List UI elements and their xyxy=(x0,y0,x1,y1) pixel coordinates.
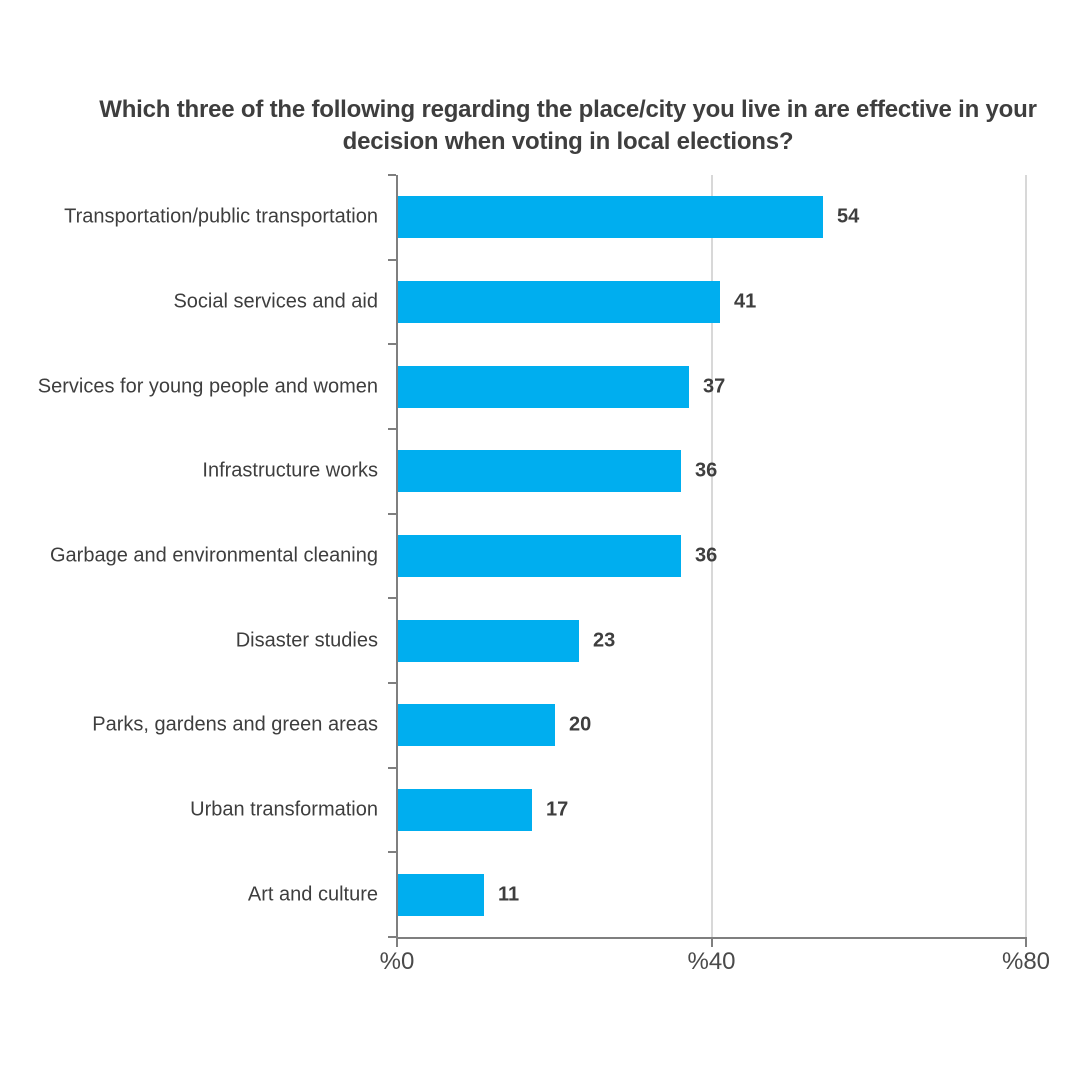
value-label: 23 xyxy=(593,629,616,652)
value-label: 17 xyxy=(546,798,569,821)
y-axis-line xyxy=(396,175,398,937)
x-axis-line xyxy=(396,937,1027,939)
value-label: 41 xyxy=(734,290,757,313)
y-axis-tick xyxy=(388,513,396,515)
x-tick-label: %40 xyxy=(687,948,736,975)
category-label: Transportation/public transportation xyxy=(64,205,378,228)
y-axis-tick xyxy=(388,851,396,853)
category-label: Infrastructure works xyxy=(202,459,378,482)
y-axis-tick xyxy=(388,682,396,684)
x-axis-tick xyxy=(396,939,398,947)
category-label: Urban transformation xyxy=(190,798,378,821)
value-label: 54 xyxy=(837,205,860,228)
bar-5 xyxy=(398,535,681,577)
category-label: Disaster studies xyxy=(235,629,378,652)
bar-6 xyxy=(398,620,579,662)
category-label: Services for young people and women xyxy=(37,375,378,398)
bar-7 xyxy=(398,704,555,746)
gridline xyxy=(710,175,713,937)
x-tick-label: %0 xyxy=(379,948,415,975)
y-axis-tick xyxy=(388,259,396,261)
bar-8 xyxy=(398,789,532,831)
bar-1 xyxy=(398,196,823,238)
y-axis-tick xyxy=(388,428,396,430)
category-label: Parks, gardens and green areas xyxy=(92,713,378,736)
x-axis-tick xyxy=(710,939,713,947)
bar-2 xyxy=(398,281,720,323)
gridline xyxy=(1025,175,1027,937)
bar-4 xyxy=(398,450,681,492)
value-label: 37 xyxy=(703,375,726,398)
chart-title: Which three of the following regarding t… xyxy=(99,96,1037,156)
bar-3 xyxy=(398,366,689,408)
category-axis-labels: Transportation/public transportation Soci… xyxy=(0,175,378,937)
plot-area: 54 41 37 36 36 23 20 17 11 xyxy=(388,174,1027,947)
y-axis-tick xyxy=(388,597,396,599)
category-label: Garbage and environmental cleaning xyxy=(50,544,378,567)
y-axis-tick xyxy=(388,343,396,345)
x-tick-label: %80 xyxy=(1001,948,1051,975)
category-label: Art and culture xyxy=(247,883,378,906)
value-label: 11 xyxy=(498,883,520,906)
x-axis-tick-labels: %0 %40 %80 xyxy=(380,948,1050,978)
category-label: Social services and aid xyxy=(173,290,378,313)
value-label: 36 xyxy=(695,459,718,482)
bar-9 xyxy=(398,874,484,916)
y-axis-tick xyxy=(388,767,396,769)
value-label: 36 xyxy=(695,544,718,567)
x-axis-tick xyxy=(1025,939,1027,947)
y-axis-tick xyxy=(388,174,396,176)
y-axis-tick xyxy=(388,936,396,938)
value-label: 20 xyxy=(569,713,592,736)
